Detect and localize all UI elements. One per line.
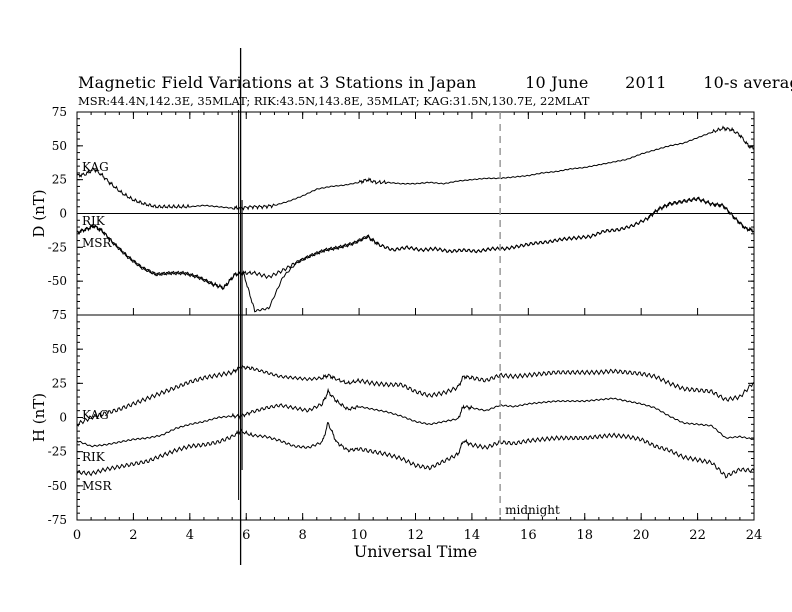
title-text: Magnetic Field Variations at 3 Stations … [78,73,477,92]
x-tick-label: 16 [520,528,537,543]
chart-title: Magnetic Field Variations at 3 Stations … [78,73,792,92]
series-line-kag [76,364,755,427]
label-d-msr: MSR [82,236,113,250]
title-year: 2011 [625,73,667,92]
x-tick-label: 4 [186,528,194,543]
label-h-kag: KAG [82,408,109,422]
x-tick-label: 14 [464,528,481,543]
y-axis-label: D (nT) [30,189,48,237]
x-tick-label: 22 [689,528,706,543]
y-tick-label: 25 [52,376,67,390]
y-tick-label: -50 [48,479,67,493]
series-line-rik [76,196,755,291]
series-line-rik [76,387,755,448]
x-tick-label: 0 [73,528,81,543]
series-line-msr [76,197,755,313]
y-tick-label: 0 [59,207,67,221]
x-tick-label: 8 [299,528,307,543]
title-averaging: 10-s averages [703,73,792,92]
annotations: midnight KAG RIK MSR KAG RIK MSR [82,48,560,565]
y-tick-label: -75 [48,513,67,527]
label-h-msr: MSR [82,479,113,493]
x-tick-label: 12 [407,528,424,543]
y-tick-label: 50 [52,139,67,153]
panel-h: 75 50 25 0 -25 -50 -75 H (nT) [30,308,755,527]
series-line-msr [76,422,755,479]
label-d-rik: RIK [82,214,106,228]
y-tick-label: 50 [52,342,67,356]
x-tick-label: 2 [129,528,137,543]
label-h-rik: RIK [82,450,106,464]
title-date: 10 June [525,73,589,92]
y-tick-label: 75 [52,105,67,119]
panel-frame [76,314,755,521]
x-tick-label: 18 [576,528,593,543]
panel-d: 75 50 25 0 -25 -50 D (nT) [30,105,755,316]
series-line-kag [76,125,755,211]
y-tick-label: -50 [48,274,67,288]
y-tick-label: 25 [52,173,67,187]
y-axis-label: H (nT) [30,393,48,442]
x-axis-label: Universal Time [354,542,477,561]
label-d-kag: KAG [82,160,109,174]
x-tick-label: 10 [351,528,368,543]
y-tick-label: 0 [59,411,67,425]
y-tick-label: -25 [48,240,67,254]
midnight-label: midnight [505,503,560,517]
y-tick-label: -25 [48,445,67,459]
y-tick-label: 75 [52,308,67,322]
station-info: MSR:44.4N,142.3E, 35MLAT; RIK:43.5N,143.… [78,94,590,108]
x-tick-label: 6 [242,528,250,543]
x-tick-label: 20 [633,528,650,543]
x-tick-label: 24 [746,528,763,543]
